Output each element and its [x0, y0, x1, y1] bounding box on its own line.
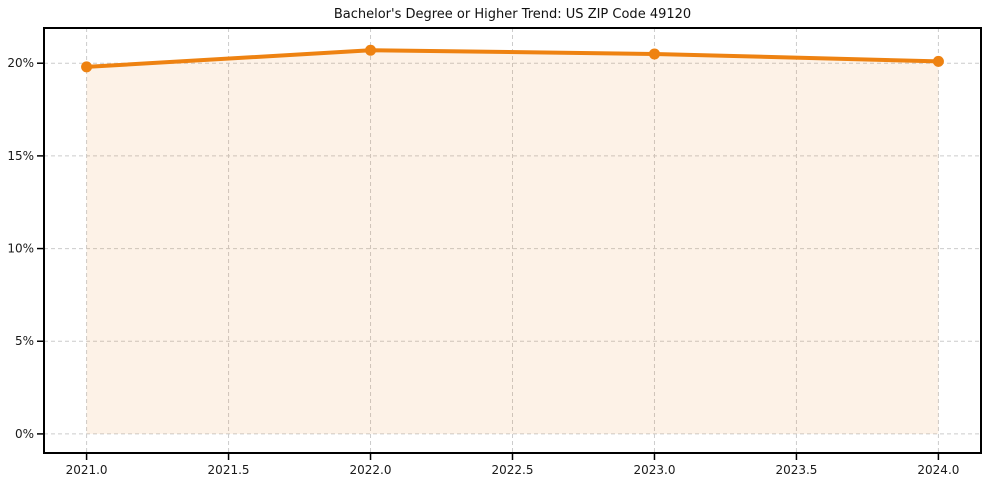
data-point-marker — [648, 48, 660, 60]
data-point-marker — [932, 55, 944, 67]
x-tick-label: 2021.0 — [66, 463, 108, 477]
x-tick-label: 2022.5 — [492, 463, 534, 477]
y-tick-label: 10% — [7, 242, 34, 256]
x-tick-label: 2024.0 — [917, 463, 959, 477]
area-fill — [86, 50, 939, 434]
y-tick-label: 20% — [7, 56, 34, 70]
y-tick-label: 15% — [7, 149, 34, 163]
data-point-marker — [365, 44, 377, 56]
chart-title: Bachelor's Degree or Higher Trend: US ZI… — [333, 7, 692, 22]
x-tick-label: 2022.0 — [350, 463, 392, 477]
y-tick-label: 0% — [15, 427, 34, 441]
data-point-marker — [81, 61, 93, 73]
trend-line — [84, 48, 941, 69]
y-tick-label: 5% — [15, 334, 34, 348]
x-tick-label: 2023.0 — [633, 463, 675, 477]
x-tick-label: 2021.5 — [208, 463, 250, 477]
axes-spines — [43, 27, 982, 454]
x-tick-label: 2023.5 — [775, 463, 817, 477]
